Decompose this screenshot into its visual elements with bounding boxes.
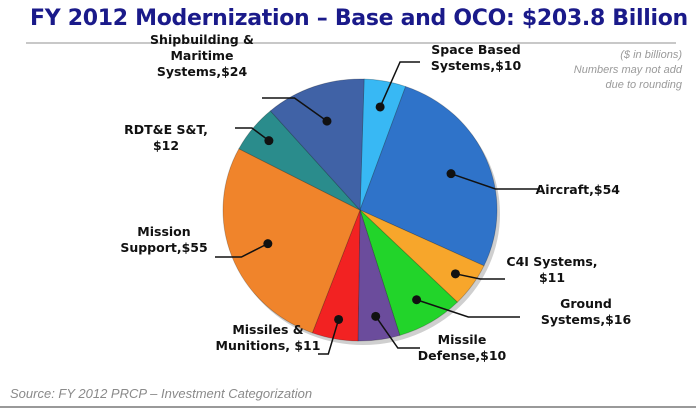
label-dot (450, 269, 460, 279)
leader-line (318, 319, 340, 355)
chart-title: FY 2012 Modernization – Base and OCO: $2… (30, 6, 688, 31)
label-dot (412, 295, 422, 305)
label-dot (322, 116, 332, 126)
slice-label: C4I Systems, $11 (506, 254, 597, 285)
pie-slice (359, 209, 485, 303)
units-note: ($ in billions) Numbers may not add due … (574, 48, 682, 93)
slice-label: Space Based Systems,$10 (431, 42, 522, 73)
label-dot (334, 314, 344, 324)
label-dot (263, 239, 273, 249)
slice-label: RDT&E S&T, $12 (124, 122, 208, 153)
slice-label: Shipbuilding & Maritime Systems,$24 (150, 32, 254, 79)
label-dot (264, 136, 274, 146)
slice-label: Mission Support,$55 (120, 224, 207, 255)
leader-line (215, 242, 269, 258)
slice-label: Missiles & Munitions, $11 (216, 322, 321, 353)
source-note: Source: FY 2012 PRCP – Investment Catego… (10, 386, 313, 401)
pie-slice (359, 209, 458, 336)
pie-slice (357, 209, 401, 342)
note-line: ($ in billions) (620, 49, 682, 61)
bottom-divider (0, 406, 696, 408)
leader-line (450, 172, 540, 190)
pie-slice (359, 78, 407, 211)
slice-label: Missile Defense,$10 (418, 332, 507, 363)
leader-line (455, 273, 505, 280)
label-dot (446, 169, 456, 179)
leader-line (416, 299, 520, 318)
slice-label: Aircraft,$54 (536, 182, 621, 197)
leader-line (375, 315, 420, 349)
title-divider (26, 42, 676, 44)
pie-slice (269, 78, 365, 212)
slice-label: Ground Systems,$16 (541, 296, 632, 327)
note-line: Numbers may not add (573, 64, 682, 76)
leader-line (379, 61, 420, 108)
note-line: due to rounding (605, 79, 682, 91)
label-dot (375, 102, 385, 112)
pie-slice (311, 209, 361, 342)
label-dot (371, 311, 381, 321)
leader-line (235, 127, 270, 142)
leader-line (262, 97, 328, 122)
pie-slice (359, 85, 498, 267)
